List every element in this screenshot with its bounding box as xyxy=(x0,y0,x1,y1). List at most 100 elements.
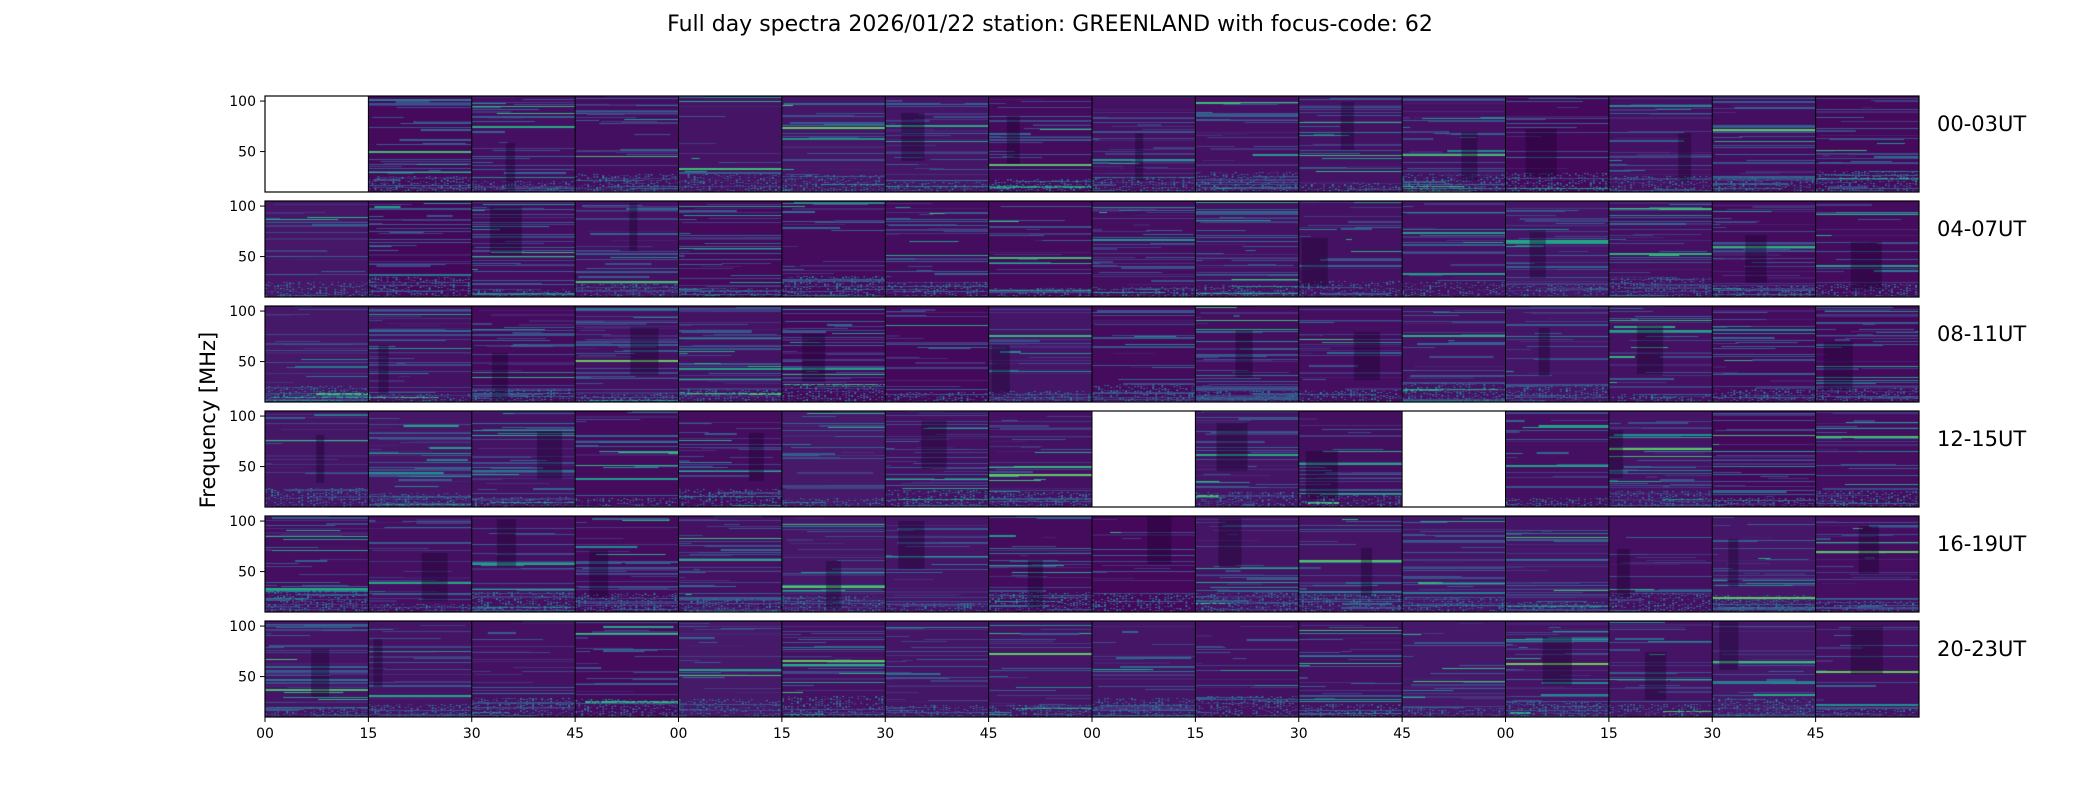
spectrum-panel xyxy=(471,516,576,612)
x-tick-label: 15 xyxy=(1186,726,1204,742)
spectrum-panel xyxy=(1298,96,1403,192)
spectrum-panel xyxy=(265,411,369,507)
spectrum-panel xyxy=(1712,201,1816,297)
spectrum-panel xyxy=(575,516,679,612)
spectrum-panel xyxy=(1505,621,1609,717)
spectrum-panel xyxy=(265,306,369,402)
spectrum-panel xyxy=(781,201,886,297)
spectrum-panel xyxy=(575,201,679,297)
spectrum-panel xyxy=(678,306,782,402)
spectrum-panel xyxy=(1608,201,1713,297)
spectrum-panel xyxy=(471,411,576,507)
spectrum-panel xyxy=(885,201,989,297)
spectrum-panel xyxy=(678,411,782,507)
spectrum-panel xyxy=(1402,621,1506,717)
spectrum-panel xyxy=(1608,306,1713,402)
missing-panel xyxy=(1092,411,1196,507)
spectrum-panel xyxy=(781,516,886,612)
spectrum-panel xyxy=(471,306,576,402)
spectrum-panel xyxy=(265,201,369,297)
spectrum-panel xyxy=(1298,201,1403,297)
spectrum-panel xyxy=(781,411,886,507)
spectrum-panel xyxy=(781,621,886,717)
spectrum-panel xyxy=(1195,516,1299,612)
spectrum-panel xyxy=(1505,96,1609,192)
spectrum-panel xyxy=(1712,411,1816,507)
spectrum-panel xyxy=(368,96,472,192)
spectrum-panel xyxy=(1815,621,1919,717)
spectrum-panel xyxy=(885,516,989,612)
row-frame xyxy=(264,410,1920,508)
row-label: 00-03UT xyxy=(1937,112,2026,136)
spectrum-panel xyxy=(1815,411,1919,507)
row-frame xyxy=(264,95,1920,193)
spectrum-panel xyxy=(1608,516,1713,612)
spectrum-panel xyxy=(781,96,886,192)
spectrum-panel xyxy=(1195,411,1299,507)
spectra-row-08-11UT: 100 50 08-11UT xyxy=(229,304,2026,403)
spectrum-panel xyxy=(885,621,989,717)
spectrum-panel xyxy=(988,621,1092,717)
spectrum-panel xyxy=(1092,621,1196,717)
spectrum-panel xyxy=(1402,96,1506,192)
chart-title: Full day spectra 2026/01/22 station: GRE… xyxy=(667,12,1433,37)
spectrum-panel xyxy=(1608,411,1713,507)
spectrum-panel xyxy=(1402,306,1506,402)
x-tick-label: 45 xyxy=(1393,726,1411,742)
x-tick-label: 00 xyxy=(1083,726,1101,742)
spectrum-panel xyxy=(1815,201,1919,297)
spectrum-panel xyxy=(1195,306,1299,402)
spectrum-panel xyxy=(1092,306,1196,402)
spectrum-panel xyxy=(1195,201,1299,297)
spectrum-panel xyxy=(368,201,472,297)
row-label: 16-19UT xyxy=(1937,532,2026,556)
spectrum-panel xyxy=(1815,306,1919,402)
spectra-row-20-23UT: 100 50 20-23UT xyxy=(229,619,2026,718)
missing-panel xyxy=(265,96,369,192)
spectrum-panel xyxy=(368,621,472,717)
x-tick-label: 30 xyxy=(463,726,481,742)
row-frame xyxy=(264,305,1920,403)
x-tick-label: 45 xyxy=(1807,726,1825,742)
spectrum-panel xyxy=(471,621,576,717)
spectrum-panel xyxy=(988,201,1092,297)
spectrum-panel xyxy=(575,411,679,507)
x-tick-label: 00 xyxy=(1497,726,1515,742)
y-tick-label: 50 xyxy=(238,460,256,476)
spectrum-panel xyxy=(1608,96,1713,192)
spectrum-panel xyxy=(265,516,369,612)
spectrum-panel xyxy=(988,306,1092,402)
y-tick-label: 100 xyxy=(229,199,256,215)
spectrum-panel xyxy=(1195,621,1299,717)
x-tick-label: 15 xyxy=(1600,726,1618,742)
spectrum-panel xyxy=(1815,516,1919,612)
y-tick-label: 50 xyxy=(238,145,256,161)
spectrum-panel xyxy=(368,306,472,402)
x-tick-label: 30 xyxy=(1290,726,1308,742)
spectra-row-00-03UT: 100 50 00-03UT xyxy=(229,94,2026,193)
missing-panel xyxy=(1402,411,1506,507)
spectrum-panel xyxy=(575,306,679,402)
spectrum-panel xyxy=(368,516,472,612)
row-label: 20-23UT xyxy=(1937,637,2026,661)
y-tick-label: 100 xyxy=(229,619,256,635)
spectra-row-12-15UT: 100 50 12-15UT xyxy=(229,409,2026,508)
y-tick-label: 50 xyxy=(238,355,256,371)
spectrum-panel xyxy=(1712,516,1816,612)
spectrum-panel xyxy=(1298,411,1403,507)
y-tick-label: 100 xyxy=(229,94,256,110)
spectrum-panel xyxy=(1092,201,1196,297)
spectrum-panel xyxy=(1505,516,1609,612)
spectrum-panel xyxy=(1815,96,1919,192)
x-tick-label: 00 xyxy=(670,726,688,742)
spectrum-panel xyxy=(988,96,1092,192)
spectrum-panel xyxy=(885,96,989,192)
spectrum-panel xyxy=(885,306,989,402)
spectrum-panel xyxy=(1505,411,1609,507)
row-frame xyxy=(264,515,1920,613)
spectrum-panel xyxy=(265,621,369,717)
y-tick-label: 100 xyxy=(229,409,256,425)
spectrum-panel xyxy=(1298,621,1403,717)
